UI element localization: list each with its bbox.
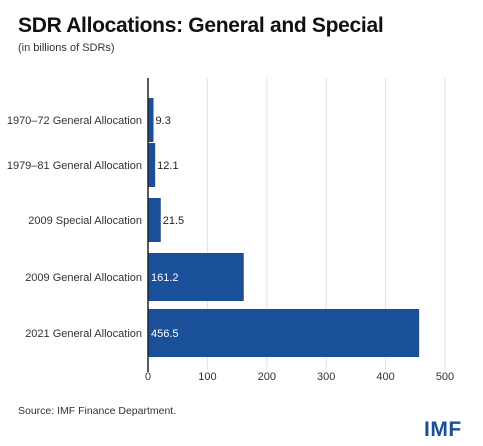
bar-layer (148, 98, 420, 357)
x-tick-label-300: 300 (317, 371, 335, 383)
value-label-1: 9.3 (156, 115, 171, 127)
value-label-4: 161.2 (151, 272, 179, 284)
category-label-3: 2009 Special Allocation (28, 215, 142, 227)
imf-logo: IMF (424, 418, 462, 441)
bar-1 (148, 98, 154, 142)
bar-chart: 9.3 1970–72 General Allocation 12.1 1979–81… (7, 78, 454, 383)
bar-2 (148, 143, 156, 187)
value-label-2: 12.1 (157, 160, 178, 172)
bar-3 (148, 198, 161, 242)
value-label-5: 456.5 (151, 328, 179, 340)
x-tick-label-500: 500 (436, 371, 454, 383)
bar-5 (148, 309, 420, 357)
category-label-4: 2009 General Allocation (25, 272, 142, 284)
axis-layer: 0 100 200 300 400 500 (145, 78, 454, 383)
bar-4 (148, 253, 244, 301)
category-label-2: 1979–81 General Allocation (7, 160, 142, 172)
x-tick-label-400: 400 (376, 371, 394, 383)
chart-subtitle: (in billions of SDRs) (18, 42, 115, 54)
x-tick-label-200: 200 (258, 371, 276, 383)
label-layer: 9.3 1970–72 General Allocation 12.1 1979–81… (7, 115, 184, 340)
x-tick-label-100: 100 (198, 371, 216, 383)
value-label-3: 21.5 (163, 215, 184, 227)
x-tick-label-0: 0 (145, 371, 151, 383)
category-label-5: 2021 General Allocation (25, 328, 142, 340)
source-note: Source: IMF Finance Department. (18, 405, 177, 417)
chart-title: SDR Allocations: General and Special (18, 14, 384, 37)
category-label-1: 1970–72 General Allocation (7, 115, 142, 127)
